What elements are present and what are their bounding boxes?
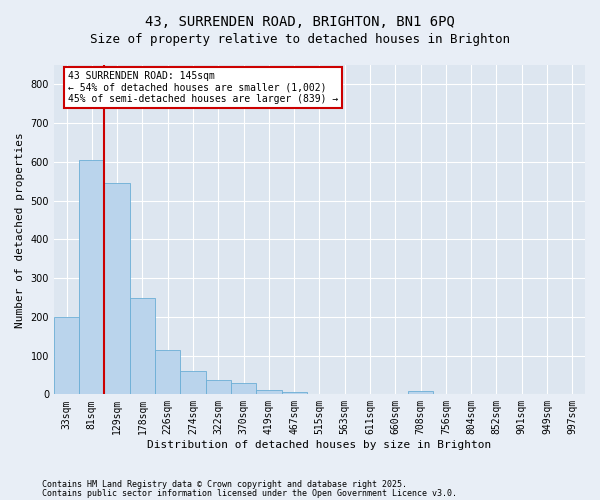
Bar [181, 371, 206, 394]
Text: Contains public sector information licensed under the Open Government Licence v3: Contains public sector information licen… [42, 488, 457, 498]
Text: 43, SURRENDEN ROAD, BRIGHTON, BN1 6PQ: 43, SURRENDEN ROAD, BRIGHTON, BN1 6PQ [145, 15, 455, 29]
X-axis label: Distribution of detached houses by size in Brighton: Distribution of detached houses by size … [148, 440, 491, 450]
Bar [130, 298, 155, 394]
Text: 43 SURRENDEN ROAD: 145sqm
← 54% of detached houses are smaller (1,002)
45% of se: 43 SURRENDEN ROAD: 145sqm ← 54% of detac… [68, 71, 338, 104]
Bar [231, 384, 256, 394]
Bar [79, 160, 104, 394]
Bar [206, 380, 231, 394]
Text: Contains HM Land Registry data © Crown copyright and database right 2025.: Contains HM Land Registry data © Crown c… [42, 480, 407, 489]
Bar [155, 350, 181, 395]
Y-axis label: Number of detached properties: Number of detached properties [15, 132, 25, 328]
Bar [408, 391, 433, 394]
Bar [104, 183, 130, 394]
Bar [256, 390, 281, 394]
Bar [281, 392, 307, 394]
Text: Size of property relative to detached houses in Brighton: Size of property relative to detached ho… [90, 32, 510, 46]
Bar [54, 317, 79, 394]
